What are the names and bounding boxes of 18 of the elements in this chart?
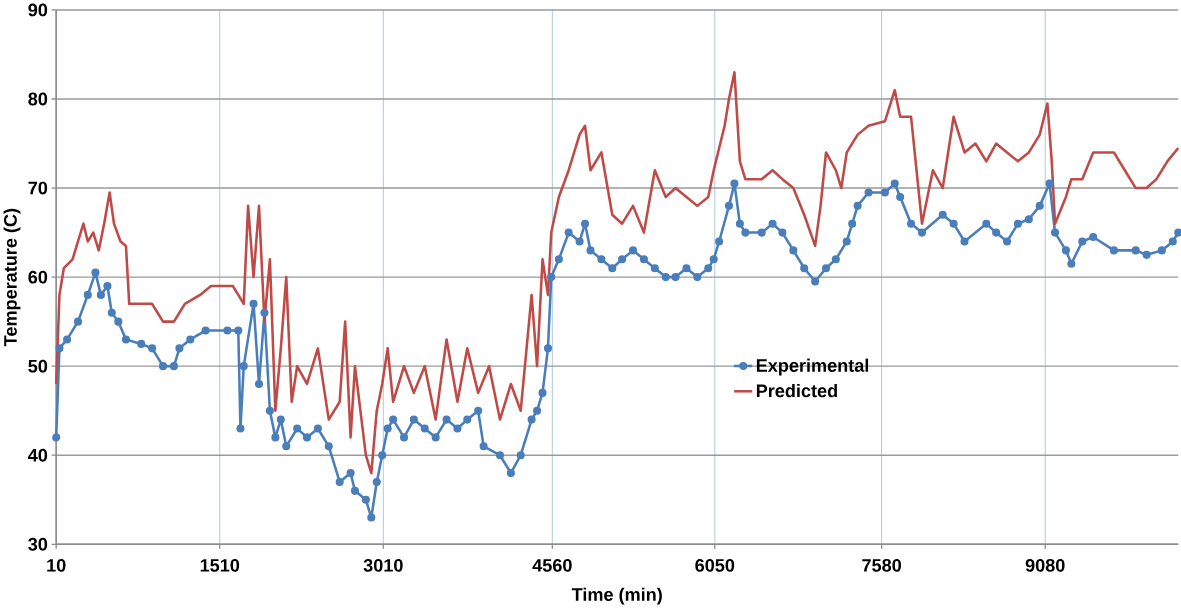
x-tick-label: 10 — [47, 558, 66, 572]
x-tick-label: 3010 — [363, 558, 403, 572]
y-tick-label: 60 — [28, 270, 48, 284]
y-tick-label: 70 — [28, 181, 48, 195]
y-tick-label: 80 — [28, 92, 48, 106]
x-tick-label: 9080 — [1025, 558, 1065, 572]
x-tick-label: 1510 — [200, 558, 240, 572]
x-tick-label: 6050 — [695, 558, 735, 572]
x-axis-title: Time (min) — [571, 587, 662, 605]
y-tick-label: 90 — [28, 3, 48, 17]
legend-label: Predicted — [756, 383, 837, 398]
y-tick-label: 40 — [28, 448, 48, 462]
legend-label: Experimental — [756, 358, 869, 376]
y-tick-label: 30 — [28, 537, 48, 551]
y-tick-label: 50 — [28, 359, 48, 373]
x-tick-label: 4560 — [532, 558, 572, 572]
x-tick-label: 7580 — [862, 558, 902, 572]
y-axis-title: Temperature (C) — [3, 208, 21, 347]
